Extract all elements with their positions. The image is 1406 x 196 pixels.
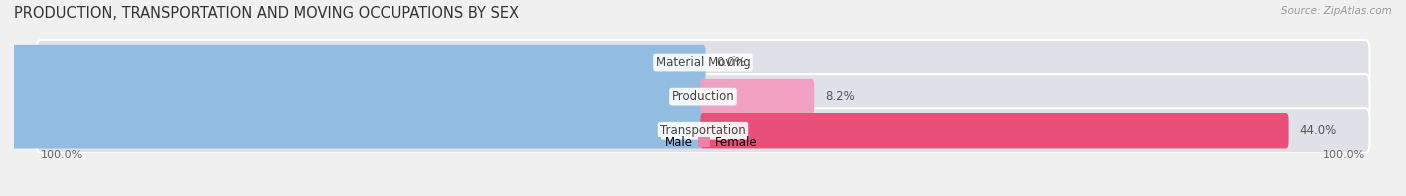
Text: 100.0%: 100.0% — [1323, 151, 1365, 161]
Text: Material Moving: Material Moving — [655, 56, 751, 69]
FancyBboxPatch shape — [0, 45, 706, 80]
FancyBboxPatch shape — [700, 79, 814, 114]
FancyBboxPatch shape — [37, 74, 1369, 119]
FancyBboxPatch shape — [700, 113, 1289, 148]
FancyBboxPatch shape — [37, 40, 1369, 85]
Text: 0.0%: 0.0% — [716, 56, 745, 69]
Text: Production: Production — [672, 90, 734, 103]
Text: Transportation: Transportation — [661, 124, 745, 137]
FancyBboxPatch shape — [0, 79, 706, 114]
Text: 44.0%: 44.0% — [1299, 124, 1337, 137]
FancyBboxPatch shape — [0, 113, 706, 148]
Text: Source: ZipAtlas.com: Source: ZipAtlas.com — [1281, 6, 1392, 16]
Text: 8.2%: 8.2% — [825, 90, 855, 103]
Legend: Male, Female: Male, Female — [648, 136, 758, 149]
FancyBboxPatch shape — [37, 108, 1369, 153]
Text: PRODUCTION, TRANSPORTATION AND MOVING OCCUPATIONS BY SEX: PRODUCTION, TRANSPORTATION AND MOVING OC… — [14, 6, 519, 21]
Text: 100.0%: 100.0% — [41, 151, 83, 161]
